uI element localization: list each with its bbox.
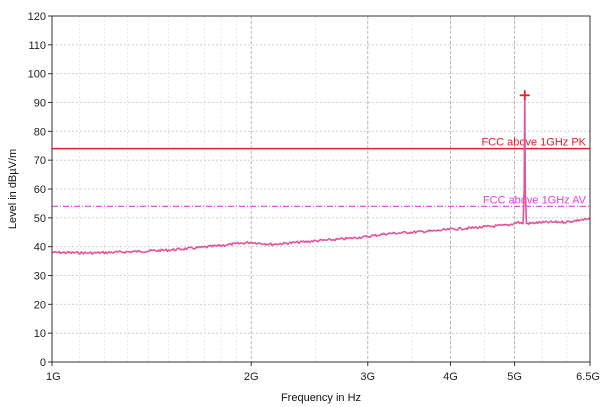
y-tick-label: 30 <box>34 271 46 283</box>
x-axis-title: Frequency in Hz <box>281 392 361 404</box>
x-tick-label: 6.5G <box>576 371 600 383</box>
y-tick-label: 80 <box>34 126 46 138</box>
y-tick-label: 120 <box>28 11 46 23</box>
limit-line-label: FCC above 1GHz AV <box>483 194 587 206</box>
y-tick-label: 100 <box>28 69 46 81</box>
x-tick-label: 4G <box>443 371 458 383</box>
y-tick-label: 60 <box>34 184 46 196</box>
y-tick-label: 10 <box>34 328 46 340</box>
series-layer <box>51 93 591 255</box>
x-tick-label: 2G <box>244 371 259 383</box>
y-tick-label: 90 <box>34 98 46 110</box>
y-tick-label: 110 <box>28 40 46 52</box>
grid-layer <box>51 15 591 363</box>
y-tick-label: 0 <box>40 357 46 369</box>
y-tick-label: 50 <box>34 213 46 225</box>
y-tick-labels: 0 10 20 30 40 50 60 70 80 90 100 110 120 <box>28 11 52 369</box>
x-tick-label: 1G <box>46 371 61 383</box>
peak-marker <box>519 90 530 101</box>
markers <box>519 90 530 101</box>
y-tick-label: 70 <box>34 155 46 167</box>
limit-line-label: FCC above 1GHz PK <box>481 137 586 149</box>
y-tick-label: 20 <box>34 299 46 311</box>
x-tick-labels: 1G 2G 3G 4G 5G 6.5G <box>46 362 600 383</box>
series-line <box>51 93 591 255</box>
x-tick-label: 5G <box>507 371 522 383</box>
y-tick-label: 40 <box>34 242 46 254</box>
x-tick-label: 3G <box>360 371 375 383</box>
limit-lines: FCC above 1GHz PK FCC above 1GHz AV <box>52 137 590 207</box>
y-axis-title: Level in dBµV/m <box>7 149 19 229</box>
